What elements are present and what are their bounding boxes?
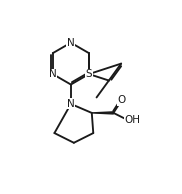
Text: N: N — [67, 38, 75, 48]
Text: S: S — [86, 69, 92, 79]
Text: OH: OH — [124, 115, 140, 125]
Text: N: N — [49, 69, 57, 79]
Polygon shape — [92, 112, 113, 114]
Text: N: N — [67, 99, 75, 109]
Text: O: O — [118, 95, 126, 105]
